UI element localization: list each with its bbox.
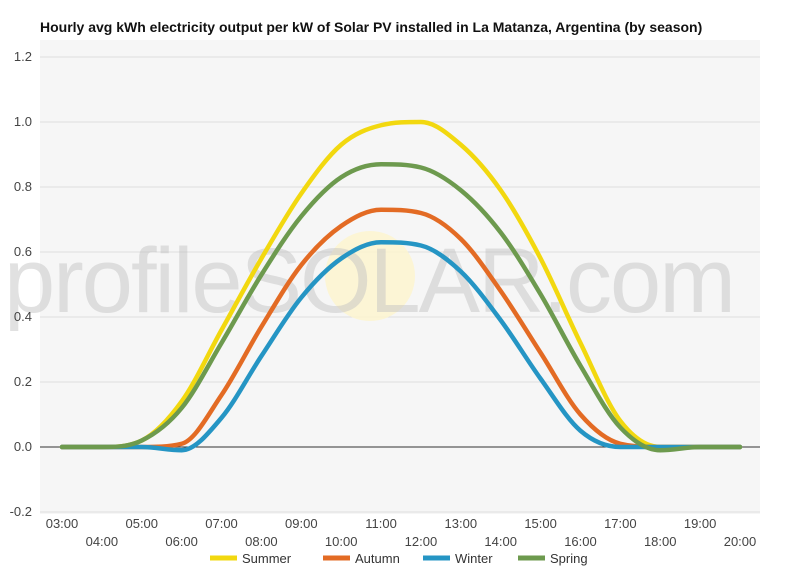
y-tick-label: 0.2	[14, 374, 32, 389]
x-tick-label: 14:00	[484, 534, 517, 549]
y-tick-label: 0.6	[14, 244, 32, 259]
x-tick-label: 10:00	[325, 534, 358, 549]
x-tick-label: 09:00	[285, 516, 318, 531]
series-line-summer	[59, 119, 743, 450]
series-line-autumn	[59, 207, 743, 450]
x-tick-label: 08:00	[245, 534, 278, 549]
x-tick-label: 20:00	[724, 534, 757, 549]
legend-item-summer: Summer	[210, 551, 292, 566]
watermark-text: profileSOLAR.com	[4, 230, 734, 332]
y-tick-label: 0.8	[14, 179, 32, 194]
x-axis-ticks: 03:00 04:00 05:00 06:00 07:00 08:00 09:00 10:00…	[46, 516, 757, 549]
legend-label: Winter	[455, 551, 493, 566]
x-tick-label: 11:00	[365, 516, 397, 531]
series-line-spring	[59, 162, 743, 453]
watermark: profileSOLAR.com	[4, 230, 736, 332]
series-line-winter	[59, 240, 743, 453]
y-tick-label: 0.4	[14, 309, 32, 324]
x-tick-label: 06:00	[165, 534, 198, 549]
legend-label: Autumn	[355, 551, 400, 566]
x-tick-label: 17:00	[604, 516, 637, 531]
series-lines	[59, 119, 743, 453]
x-tick-label: 05:00	[125, 516, 158, 531]
legend-item-winter: Winter	[423, 551, 493, 566]
x-tick-label: 12:00	[405, 534, 438, 549]
x-tick-label: 16:00	[564, 534, 597, 549]
legend-item-autumn: Autumn	[323, 551, 400, 566]
legend-label: Summer	[242, 551, 292, 566]
y-tick-label: 1.2	[14, 49, 32, 64]
x-tick-label: 18:00	[644, 534, 677, 549]
legend-label: Spring	[550, 551, 588, 566]
y-tick-label: 0.0	[14, 439, 32, 454]
chart-title: Hourly avg kWh electricity output per kW…	[40, 19, 703, 35]
x-tick-label: 15:00	[524, 516, 557, 531]
x-tick-label: 07:00	[205, 516, 238, 531]
x-tick-label: 19:00	[684, 516, 717, 531]
legend-item-spring: Spring	[518, 551, 588, 566]
x-tick-label: 13:00	[445, 516, 478, 531]
y-tick-label: 1.0	[14, 114, 32, 129]
y-axis-ticks: -0.2 0.0 0.2 0.4 0.6 0.8 1.0 1.2	[10, 49, 32, 519]
x-tick-label: 04:00	[86, 534, 119, 549]
y-tick-label: -0.2	[10, 504, 32, 519]
x-tick-label: 03:00	[46, 516, 79, 531]
legend: Summer Autumn Winter Spring	[210, 551, 588, 566]
